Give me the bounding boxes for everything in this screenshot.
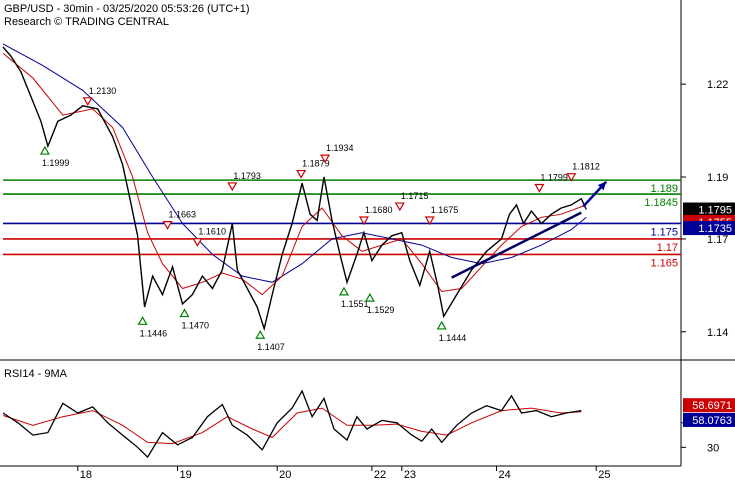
price-pane: 1.189 1.1845 1.175 1.17 1.165 1.2130 1.1999 1.1…: [2, 43, 681, 352]
swing-high-label: 1.1663: [169, 210, 197, 220]
swing-low-marker: [436, 320, 447, 330]
swing-low-label: 1.1407: [257, 342, 285, 352]
swing-high-label: 1.1680: [365, 205, 393, 215]
date-tick-label: 22: [374, 469, 386, 480]
swing-high-marker: [320, 154, 331, 164]
date-tick-label: 20: [279, 469, 291, 480]
level-label: 1.1845: [644, 197, 678, 209]
rsi-line: [2, 389, 582, 459]
swing-high-label: 1.1799: [540, 173, 568, 183]
price-tick-label: 1.17: [707, 234, 728, 246]
level-label: 1.175: [650, 226, 678, 238]
date-tick-label: 24: [499, 469, 511, 480]
price-tick-label: 1.19: [707, 172, 728, 184]
swing-low-label: 1.1444: [439, 333, 467, 343]
swing-low-marker: [39, 145, 50, 155]
swing-high-marker: [394, 202, 405, 212]
swing-low-label: 1.1470: [181, 321, 209, 331]
price-tick-label: 1.22: [707, 79, 728, 91]
swing-low-label: 1.1446: [140, 328, 168, 338]
level-label: 1.17: [657, 242, 678, 254]
swing-high-marker: [192, 238, 203, 247]
date-tick-label: 18: [80, 469, 92, 480]
date-tick-label: 25: [598, 469, 610, 480]
swing-high-marker: [566, 173, 577, 182]
swing-low-marker: [338, 286, 350, 296]
swing-high-label: 1.1715: [401, 191, 429, 201]
swing-high-marker: [162, 221, 173, 230]
swing-low-marker: [255, 330, 266, 339]
price-tick-label: 1.14: [707, 327, 728, 339]
trendline: [451, 211, 582, 279]
swing-high-label: 1.1879: [302, 159, 330, 169]
ma-slow-line: [2, 43, 587, 283]
swing-low-label: 1.1529: [367, 305, 395, 315]
price-tag-label: 1.1735: [698, 223, 732, 235]
swing-high-marker: [82, 97, 93, 107]
rsi-tag-bg: [683, 412, 735, 427]
rsi-pane: RSI14 - 9MA: [2, 368, 582, 459]
swing-high-marker: [424, 216, 435, 226]
date-tick-label: 19: [179, 469, 191, 480]
swing-low-marker: [364, 292, 375, 302]
level-label: 1.165: [650, 257, 678, 269]
rsi-tick-label: 30: [707, 442, 719, 454]
date-tick-label: 23: [404, 469, 416, 480]
rsi-title: RSI14 - 9MA: [4, 368, 68, 380]
forecast-arrow-head: [597, 181, 607, 191]
rsi-tag-bg: [683, 398, 735, 413]
chart-title: GBP/USD - 30min - 03/25/2020 05:53:26 (U…: [4, 3, 249, 15]
price-tag-label: 1.1795: [698, 205, 732, 217]
axis-labels: 1.221.191.171.141.17951.17551.1735503058…: [77, 79, 735, 480]
swing-high-label: 1.1812: [572, 162, 600, 172]
swing-low-label: 1.1551: [341, 299, 369, 309]
price-line: [2, 46, 587, 332]
swing-high-marker: [534, 183, 545, 193]
rsi-ma-line: [2, 407, 582, 445]
swing-high-marker: [296, 169, 307, 179]
price-tag-bg: [683, 202, 735, 217]
swing-high-marker: [227, 182, 238, 192]
swing-high-label: 1.2130: [89, 86, 117, 96]
chart-copyright: Research © TRADING CENTRAL: [4, 16, 169, 28]
swing-high-label: 1.1934: [326, 143, 354, 153]
rsi-tag-label: 58.6971: [692, 400, 732, 412]
swing-high-marker: [358, 216, 369, 226]
level-label: 1.189: [650, 183, 678, 195]
swing-low-marker: [179, 308, 190, 318]
rsi-tag-label: 58.0763: [692, 415, 732, 427]
swing-high-label: 1.1675: [431, 205, 459, 215]
swing-high-label: 1.1610: [198, 227, 226, 237]
price-tag-bg: [683, 221, 735, 236]
swing-low-marker: [137, 316, 148, 325]
swing-low-label: 1.1999: [42, 158, 70, 168]
swing-high-label: 1.1793: [233, 171, 261, 181]
